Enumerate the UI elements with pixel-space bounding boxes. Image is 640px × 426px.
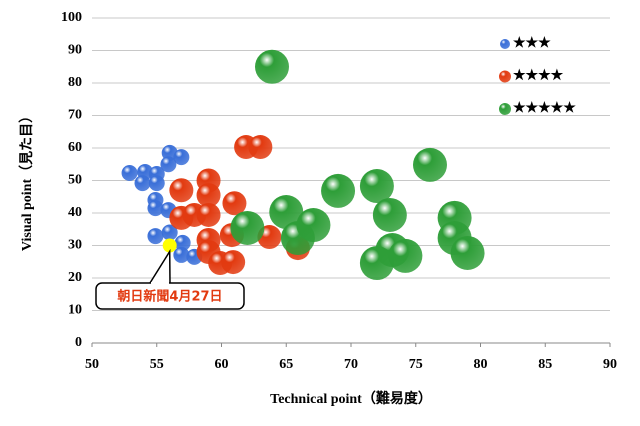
y-tick-label: 0 bbox=[75, 335, 82, 350]
x-tick-label: 65 bbox=[279, 357, 293, 372]
data-point bbox=[296, 208, 331, 243]
x-tick-label: 90 bbox=[603, 357, 617, 372]
data-point bbox=[450, 235, 485, 270]
legend-label: ★★★★★ bbox=[513, 100, 576, 116]
data-point bbox=[269, 195, 304, 230]
data-point bbox=[147, 200, 164, 217]
legend-marker bbox=[499, 103, 511, 115]
x-tick-label: 80 bbox=[474, 357, 488, 372]
callout bbox=[149, 248, 171, 284]
data-point bbox=[230, 210, 265, 245]
y-axis-title: Visual point（見た目） bbox=[19, 109, 35, 251]
y-tick-label: 30 bbox=[68, 238, 82, 253]
data-point bbox=[148, 175, 165, 192]
y-tick-label: 90 bbox=[68, 43, 82, 58]
data-point bbox=[196, 183, 221, 208]
x-tick-label: 70 bbox=[344, 357, 358, 372]
y-tick-label: 40 bbox=[68, 205, 82, 220]
data-point bbox=[147, 228, 164, 245]
x-tick-label: 75 bbox=[409, 357, 423, 372]
y-tick-label: 50 bbox=[68, 173, 82, 188]
data-point bbox=[255, 49, 290, 84]
y-tick-label: 70 bbox=[68, 108, 82, 123]
legend-label: ★★★ bbox=[513, 35, 551, 51]
data-point bbox=[412, 147, 447, 182]
data-point bbox=[321, 173, 356, 208]
data-point bbox=[388, 238, 423, 273]
data-point bbox=[160, 156, 177, 173]
data-point bbox=[359, 169, 394, 204]
legend-marker bbox=[499, 70, 511, 83]
x-tick-label: 85 bbox=[538, 357, 552, 372]
y-tick-label: 80 bbox=[68, 75, 82, 90]
highlight-point bbox=[162, 238, 177, 253]
y-tick-label: 20 bbox=[68, 270, 82, 285]
data-point bbox=[221, 250, 246, 275]
data-point bbox=[222, 191, 247, 216]
x-axis-title: Technical point（難易度） bbox=[270, 390, 432, 407]
data-point bbox=[169, 178, 194, 203]
y-tick-label: 100 bbox=[61, 10, 82, 25]
y-tick-label: 60 bbox=[68, 140, 82, 155]
data-point bbox=[161, 224, 178, 241]
legend-label: ★★★★ bbox=[513, 68, 564, 84]
data-point bbox=[173, 149, 190, 166]
data-point bbox=[121, 165, 138, 182]
data-point bbox=[372, 197, 407, 232]
x-tick-label: 60 bbox=[215, 357, 229, 372]
x-tick-label: 55 bbox=[150, 357, 164, 372]
data-point bbox=[196, 202, 221, 227]
data-point bbox=[134, 175, 151, 192]
legend-marker bbox=[500, 39, 510, 49]
x-tick-label: 50 bbox=[85, 357, 99, 372]
data-point bbox=[359, 246, 394, 281]
data-point bbox=[174, 234, 191, 251]
y-tick-label: 10 bbox=[68, 303, 82, 318]
data-point bbox=[173, 246, 190, 263]
callout-box bbox=[95, 282, 245, 310]
annotation-text: 朝日新聞4月27日 bbox=[117, 289, 222, 305]
data-point bbox=[248, 135, 273, 160]
